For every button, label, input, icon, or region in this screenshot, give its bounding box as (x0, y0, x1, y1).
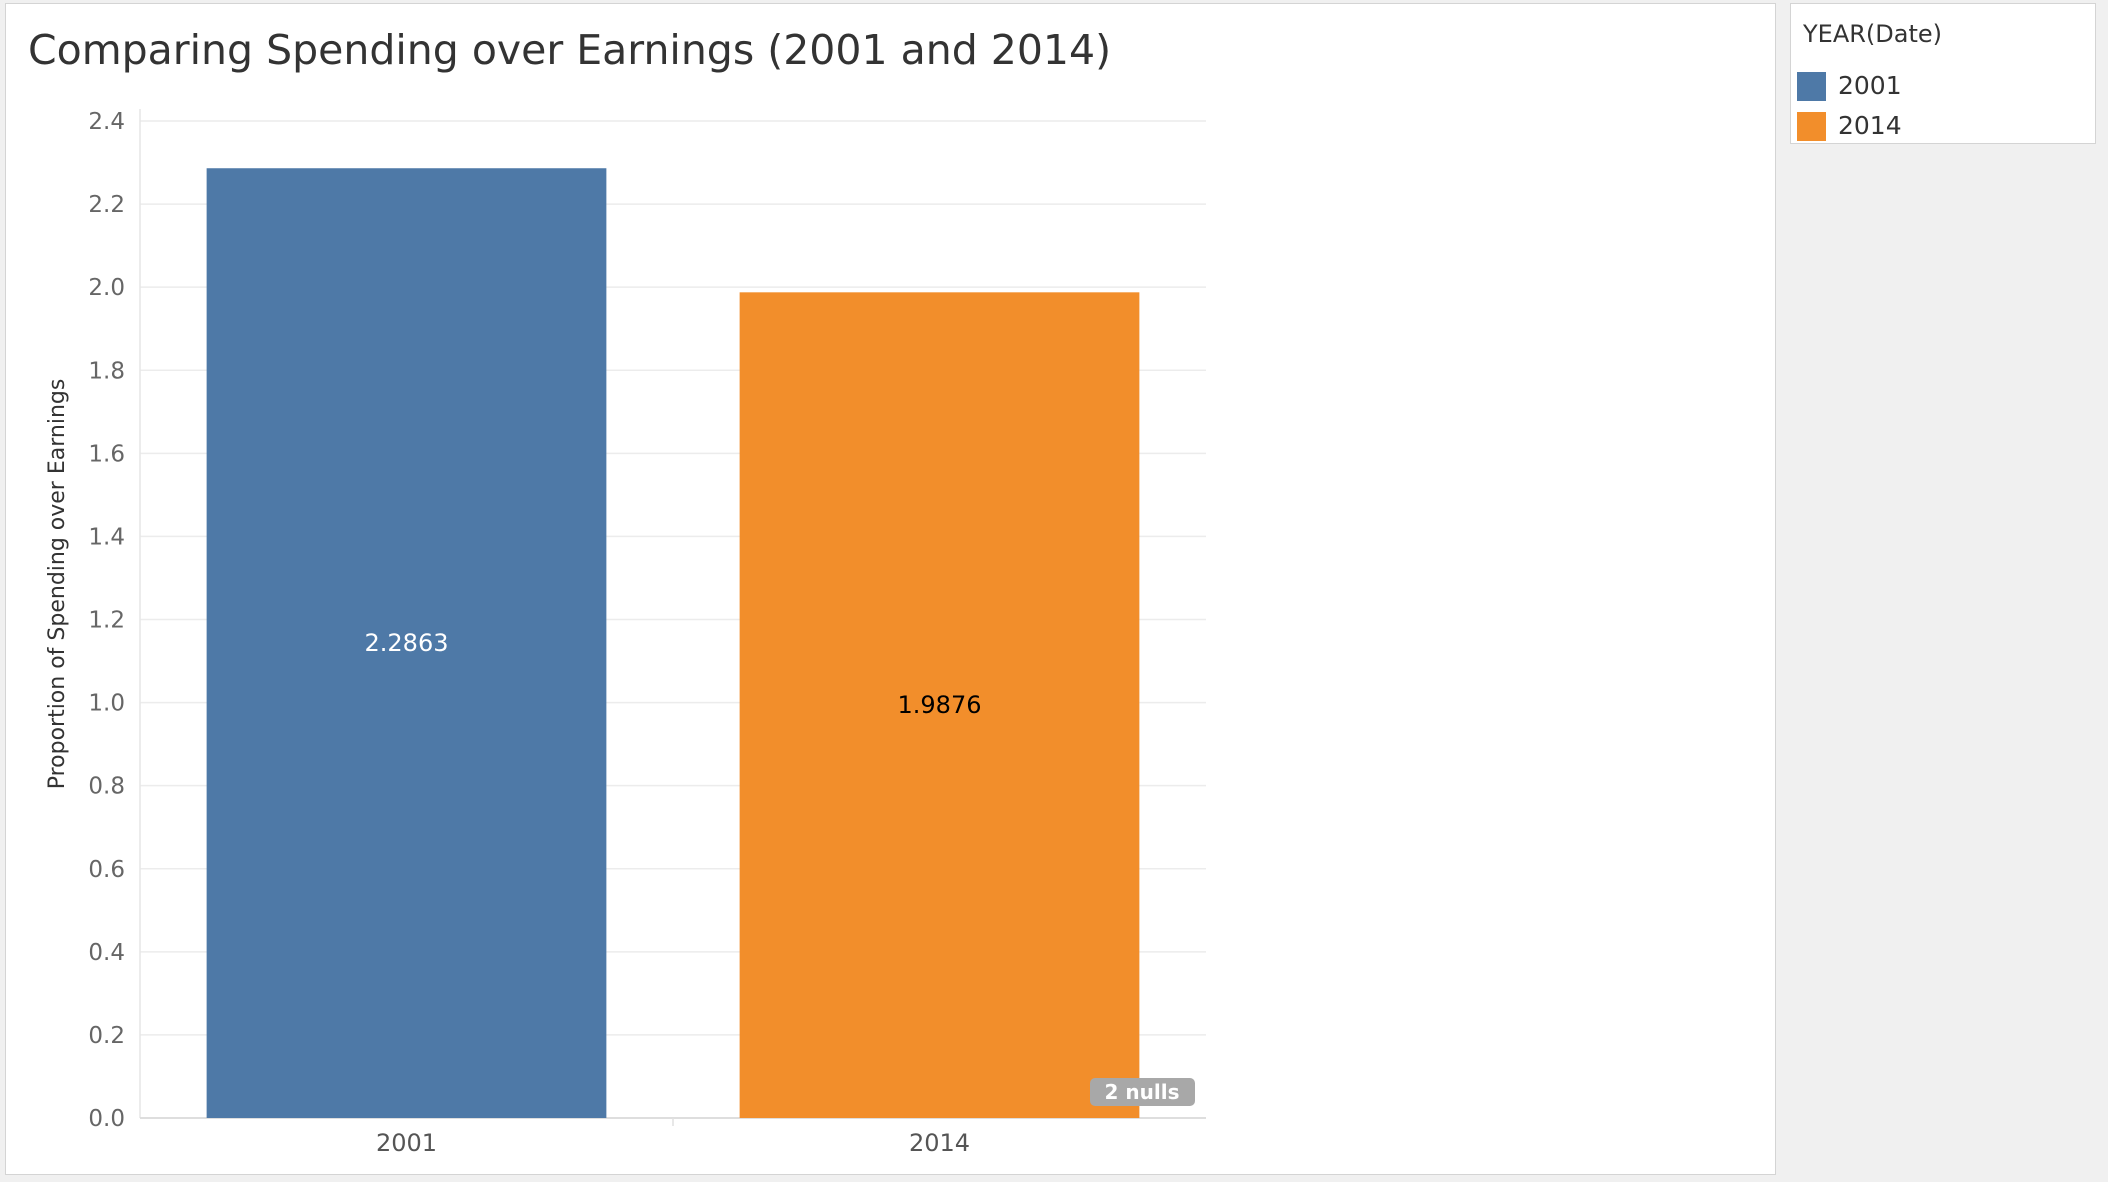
chart-title: Comparing Spending over Earnings (2001 a… (28, 26, 1112, 74)
y-tick-label: 2.4 (88, 109, 125, 135)
y-tick-label: 0.0 (88, 1106, 125, 1132)
legend-swatch-2014 (1797, 112, 1826, 141)
y-tick-label: 0.6 (88, 857, 125, 883)
y-axis-ticks: 0.0 0.2 0.4 0.6 0.8 1.0 1.2 1.4 1.6 1.8 2.0 2.2 2.4 (88, 109, 125, 1132)
y-tick-label: 2.0 (88, 275, 125, 301)
bar-2014[interactable] (739, 292, 1140, 1118)
null-indicator-background (1090, 1078, 1195, 1106)
bar-chart: 0.00.20.40.60.81.01.21.41.61.82.02.22.4 … (45, 109, 1206, 1157)
legend-title: YEAR(Date) (1803, 20, 1943, 48)
chart-panel: Comparing Spending over Earnings (2001 a… (5, 3, 1776, 1175)
y-tick-label: 1.8 (88, 358, 125, 384)
color-legend: YEAR(Date) 2001 2014 (1790, 3, 2096, 144)
y-tick-label: 0.4 (88, 940, 125, 966)
null-indicator-text: 2 nulls (1105, 1080, 1180, 1104)
legend-item-2014[interactable]: 2014 (1797, 111, 2087, 141)
y-tick-label: 1.0 (88, 691, 125, 717)
x-tick-label-2014: 2014 (909, 1129, 970, 1157)
y-tick-label: 0.8 (88, 774, 125, 800)
bar-value-label-2014: 1.9876 (898, 691, 982, 719)
legend-label-2014: 2014 (1838, 111, 1902, 140)
y-tick-label: 1.6 (88, 441, 125, 467)
y-tick-label: 1.4 (88, 524, 125, 550)
bar-2001[interactable] (206, 168, 607, 1118)
y-tick-label: 2.2 (88, 192, 125, 218)
legend-item-2001[interactable]: 2001 (1797, 71, 2087, 101)
y-tick-label: 0.2 (88, 1023, 125, 1049)
y-tick-label: 1.2 (88, 608, 125, 634)
y-axis-title: Proportion of Spending over Earnings (45, 379, 70, 790)
x-axis-labels: 2001 2014 (376, 1118, 970, 1157)
legend-swatch-2001 (1797, 72, 1826, 101)
x-tick-label-2001: 2001 (376, 1129, 437, 1157)
bar-value-label-2001: 2.2863 (365, 629, 449, 657)
legend-label-2001: 2001 (1838, 71, 1902, 100)
bars: 2.2863 1.9876 (206, 168, 1140, 1118)
null-indicator-badge[interactable]: 2 nulls (1090, 1078, 1195, 1106)
